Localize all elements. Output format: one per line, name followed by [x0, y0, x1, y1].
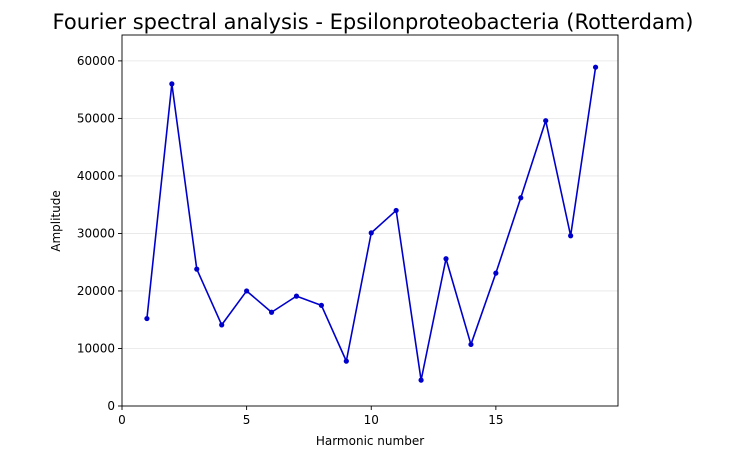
data-point — [169, 81, 175, 87]
data-point — [518, 195, 524, 201]
series-layer — [144, 64, 599, 383]
data-point — [393, 207, 399, 214]
y-axis-title: Amplitude — [49, 190, 63, 252]
data-point — [418, 377, 424, 383]
x-tick-label: 10 — [364, 413, 379, 427]
data-point — [368, 230, 374, 236]
series-line — [146, 67, 597, 381]
plot-frame — [121, 34, 619, 407]
data-point — [293, 293, 300, 299]
x-tick-label: 0 — [118, 413, 126, 427]
y-tick-label: 50000 — [77, 111, 115, 125]
data-point — [268, 309, 275, 315]
data-point — [244, 288, 250, 294]
chart-title: Fourier spectral analysis - Epsilonprote… — [53, 10, 694, 34]
x-tick-label: 15 — [488, 413, 503, 427]
data-point — [318, 302, 324, 308]
y-tick-label: 20000 — [77, 284, 115, 298]
grid-layer — [122, 60, 618, 349]
data-point — [468, 341, 474, 348]
x-axis-title: Harmonic number — [316, 434, 424, 448]
data-point — [194, 266, 200, 272]
data-point — [144, 315, 150, 322]
x-tick-label: 5 — [243, 413, 251, 427]
data-point — [592, 64, 599, 70]
axes-layer: 0 10000 20000 30000 40000 50000 60000 0 5 10 15 — [77, 34, 619, 427]
y-tick-label: 0 — [107, 399, 115, 413]
data-point — [568, 233, 574, 239]
y-tick-label: 40000 — [77, 169, 115, 183]
y-tick-label: 10000 — [77, 341, 115, 355]
data-point — [443, 256, 449, 262]
y-tick-label: 30000 — [77, 226, 115, 240]
data-point — [493, 270, 499, 276]
data-point — [343, 358, 349, 364]
y-tick-label: 60000 — [77, 54, 115, 68]
data-point — [219, 322, 225, 328]
data-point — [543, 118, 549, 124]
